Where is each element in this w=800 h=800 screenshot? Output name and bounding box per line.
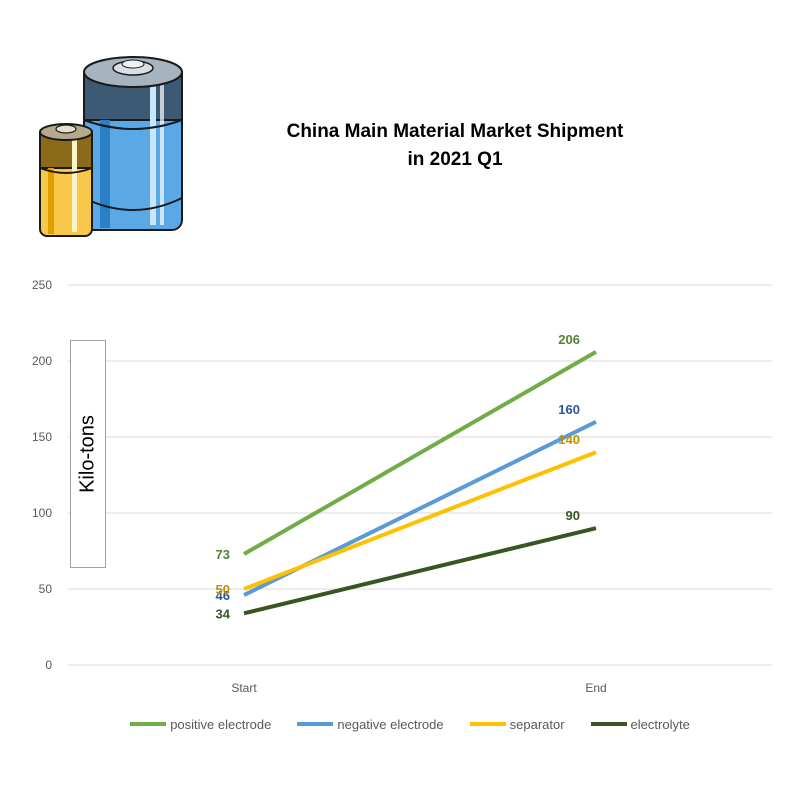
y-tick-label: 50 [39,582,53,596]
y-tick-label: 0 [45,658,52,672]
legend-swatch [130,722,167,726]
data-label: 50 [216,582,230,597]
small-battery-icon [39,123,93,237]
x-tick-label: Start [231,681,257,695]
legend-item: negative electrode [297,716,444,732]
data-label: 206 [558,332,580,347]
legend-swatch [297,722,334,726]
y-tick-label: 150 [32,430,52,444]
y-tick-label: 100 [32,506,52,520]
y-axis-label: Kilo-tons [76,415,99,493]
legend-item: positive electrode [130,717,271,732]
legend-swatch [469,722,506,726]
battery-illustration [39,56,183,237]
x-tick-label: End [585,681,606,695]
chart-title-line-1: China Main Material Market Shipment [286,121,624,142]
large-battery-icon [83,56,183,231]
data-label: 34 [216,606,231,621]
y-tick-label: 200 [32,354,52,368]
y-axis-label-box: Kilo-tons [70,340,106,568]
legend-label: positive electrode [170,716,272,732]
legend: positive electrode negative electrode sepa… [60,712,760,736]
legend-label: negative electrode [337,716,444,732]
data-label: 90 [566,508,580,523]
series-line [243,450,597,591]
data-label: 160 [558,402,580,417]
chart-title-line-2: in 2021 Q1 [407,149,503,170]
legend-label: electrolyte [630,716,690,732]
data-label: 46 [216,588,230,603]
legend-item: separator [469,716,565,732]
data-label: 140 [558,432,580,447]
legend-item: electrolyte [590,716,690,732]
y-tick-label: 250 [32,278,52,292]
chart-title: China Main Material Market Shipment in 2… [200,118,710,174]
series-line [243,350,597,556]
legend-swatch [590,722,627,726]
data-label: 73 [216,547,230,562]
legend-label: separator [509,716,565,732]
series-line [243,526,597,616]
